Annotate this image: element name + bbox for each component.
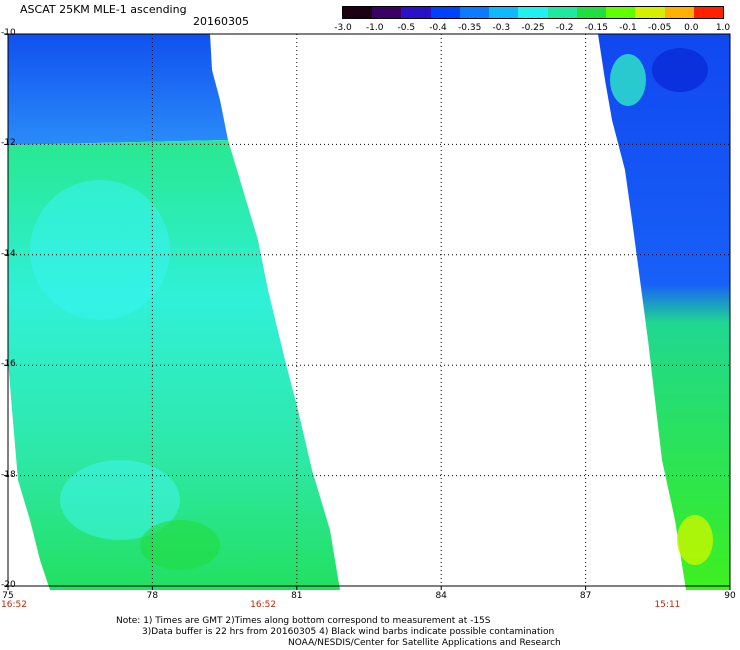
- chart-title: ASCAT 25KM MLE-1 ascending: [20, 3, 187, 16]
- lon-label: 75: [2, 591, 14, 601]
- colorbar-label: -0.2: [555, 23, 574, 33]
- swath-time-label: 16:52: [1, 600, 27, 610]
- lon-label: 84: [435, 591, 447, 601]
- colorbar-label: -3.0: [334, 23, 352, 33]
- lat-label: -10: [1, 28, 16, 38]
- swath-data: [8, 34, 730, 590]
- lat-label: -12: [1, 138, 16, 149]
- colorbar-segment: [430, 7, 461, 18]
- colorbar-segment: [664, 7, 695, 18]
- left-swath-green-patch: [140, 520, 220, 570]
- colorbar-label: -0.1: [619, 23, 637, 33]
- right-swath-cyan-patch: [610, 54, 646, 106]
- footer-credit: NOAA/NESDIS/Center for Satellite Applica…: [288, 638, 561, 648]
- footer-note-1: Note: 1) Times are GMT 2)Times along bot…: [116, 616, 491, 626]
- right-swath-dark-blue-patch: [652, 48, 708, 92]
- graticule: [8, 34, 730, 586]
- left-swath-cyan-patch-south: [60, 460, 180, 540]
- colorbar-label: -0.15: [584, 23, 608, 33]
- colorbar-label: -0.35: [458, 23, 482, 33]
- left-swath-blue: [8, 34, 228, 145]
- footer-note-2: 3)Data buffer is 22 hrs from 20160305 4)…: [142, 627, 555, 637]
- colorbar-segment: [693, 7, 724, 18]
- colorbar-segment: [372, 7, 402, 18]
- swath-time-label: 15:11: [654, 600, 681, 610]
- colorbar-segment: [459, 7, 490, 18]
- colorbar-segment: [489, 7, 519, 18]
- lat-label: -14: [1, 248, 16, 259]
- lon-label: 90: [724, 591, 736, 601]
- colorbar-segment: [343, 7, 373, 18]
- lat-label: -16: [1, 359, 16, 370]
- colorbar-label: -0.25: [521, 23, 545, 33]
- colorbar-segment: [518, 7, 549, 18]
- colorbar-segment: [635, 7, 666, 18]
- swath-time-label: 16:52: [250, 600, 277, 610]
- colorbar-label: -0.4: [429, 23, 447, 33]
- colorbar-label: -0.5: [397, 23, 416, 33]
- lon-label: 87: [579, 591, 592, 601]
- lon-label: 78: [146, 591, 159, 601]
- colorbar-segment: [606, 7, 636, 18]
- colorbar-segment: [576, 7, 607, 18]
- lat-label: -20: [1, 580, 16, 590]
- chart-date: 20160305: [193, 15, 249, 28]
- colorbar: [342, 6, 724, 19]
- colorbar-label: -0.05: [648, 23, 672, 33]
- colorbar-label: -0.3: [492, 23, 511, 33]
- colorbar-segment: [401, 7, 432, 18]
- map-frame: [7, 33, 731, 587]
- left-swath-cyan-patch: [30, 180, 170, 320]
- lat-label: -18: [1, 469, 16, 480]
- axis-ticks: [4, 33, 731, 590]
- colorbar-label: 0.0: [684, 23, 699, 33]
- lon-label: 81: [291, 591, 303, 601]
- colorbar-segment: [547, 7, 578, 18]
- colorbar-label: -1.0: [365, 23, 384, 33]
- right-swath: [598, 34, 730, 590]
- right-swath-yellow-patch: [677, 515, 713, 565]
- colorbar-label: 1.0: [715, 23, 731, 33]
